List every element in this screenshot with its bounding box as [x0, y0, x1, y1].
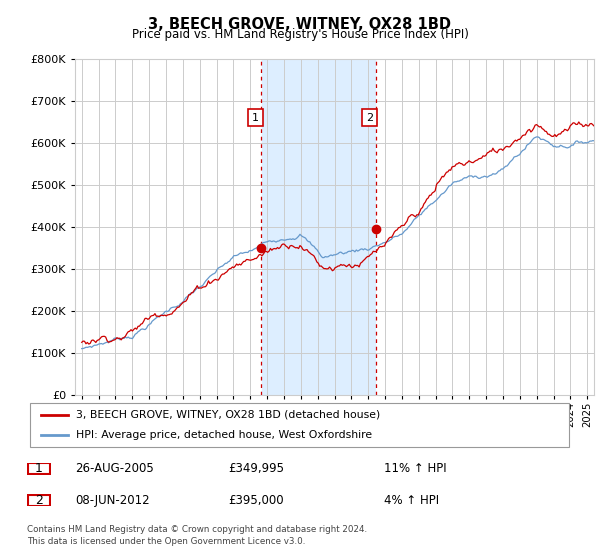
FancyBboxPatch shape — [28, 463, 50, 474]
Text: 3, BEECH GROVE, WITNEY, OX28 1BD (detached house): 3, BEECH GROVE, WITNEY, OX28 1BD (detach… — [76, 409, 380, 419]
Text: 2: 2 — [35, 493, 43, 507]
Text: £349,995: £349,995 — [228, 462, 284, 475]
Text: £395,000: £395,000 — [228, 493, 284, 507]
Text: 3, BEECH GROVE, WITNEY, OX28 1BD: 3, BEECH GROVE, WITNEY, OX28 1BD — [149, 17, 452, 32]
FancyBboxPatch shape — [28, 494, 50, 506]
Text: 2: 2 — [366, 113, 373, 123]
Text: Contains HM Land Registry data © Crown copyright and database right 2024.
This d: Contains HM Land Registry data © Crown c… — [27, 525, 367, 546]
Text: 4% ↑ HPI: 4% ↑ HPI — [384, 493, 439, 507]
Text: 1: 1 — [252, 113, 259, 123]
Text: 11% ↑ HPI: 11% ↑ HPI — [384, 462, 446, 475]
Text: HPI: Average price, detached house, West Oxfordshire: HPI: Average price, detached house, West… — [76, 430, 372, 440]
Text: Price paid vs. HM Land Registry's House Price Index (HPI): Price paid vs. HM Land Registry's House … — [131, 28, 469, 41]
Text: 08-JUN-2012: 08-JUN-2012 — [75, 493, 149, 507]
FancyBboxPatch shape — [30, 403, 569, 447]
Text: 26-AUG-2005: 26-AUG-2005 — [75, 462, 154, 475]
Text: 1: 1 — [35, 462, 43, 475]
